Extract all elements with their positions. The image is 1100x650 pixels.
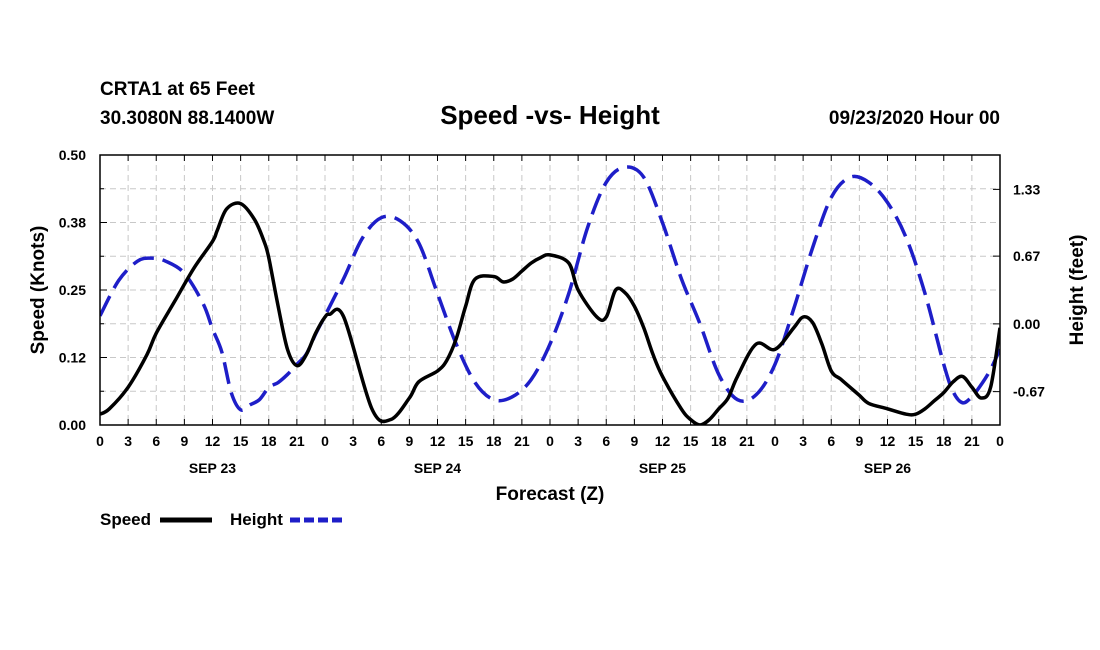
day-label: SEP 26 [864, 460, 911, 476]
x-tick-label: 21 [739, 433, 755, 449]
day-label: SEP 25 [639, 460, 686, 476]
x-tick-label: 6 [827, 433, 835, 449]
x-tick-label: 18 [711, 433, 727, 449]
x-tick-label: 3 [124, 433, 132, 449]
chart-title: Speed -vs- Height [440, 100, 660, 130]
x-tick-label: 12 [655, 433, 671, 449]
x-tick-label: 6 [152, 433, 160, 449]
y-axis-title: Speed (Knots) [28, 226, 49, 355]
station-name: CRTA1 at 65 Feet [100, 79, 256, 100]
x-tick-label: 9 [180, 433, 188, 449]
x-tick-label: 3 [574, 433, 582, 449]
x-tick-label: 15 [908, 433, 924, 449]
y-tick-label: 0.25 [59, 282, 86, 298]
y2-axis-title: Height (feet) [1067, 235, 1088, 346]
x-tick-label: 3 [349, 433, 357, 449]
y-tick-label: 0.12 [59, 350, 86, 366]
station-coordinates: 30.3080N 88.1400W [100, 108, 274, 129]
x-tick-label: 18 [261, 433, 277, 449]
x-axis-title: Forecast (Z) [496, 484, 605, 505]
x-tick-label: 21 [964, 433, 980, 449]
x-tick-label: 0 [96, 433, 104, 449]
x-tick-label: 15 [458, 433, 474, 449]
x-tick-label: 6 [377, 433, 385, 449]
x-tick-label: 6 [602, 433, 610, 449]
legend-speed-label: Speed [100, 510, 151, 529]
day-label: SEP 23 [189, 460, 236, 476]
x-tick-label: 0 [321, 433, 329, 449]
x-tick-label: 15 [683, 433, 699, 449]
y-tick-label: 0.50 [59, 147, 86, 163]
x-tick-label: 3 [799, 433, 807, 449]
x-tick-label: 21 [289, 433, 305, 449]
axis-ticks: 0 3 6 9 12 15 18 21 0 3 6 9 12 15 18 21 0 3 6 9 12 15 18 21 0 3 6 9… [59, 147, 1045, 476]
y2-tick-label: 0.67 [1013, 248, 1040, 264]
y2-tick-label: 0.00 [1013, 316, 1040, 332]
x-tick-label: 9 [405, 433, 413, 449]
forecast-datetime: 09/23/2020 Hour 00 [829, 108, 1000, 129]
grid-lines [100, 155, 1000, 425]
y-tick-label: 0.00 [59, 417, 86, 433]
x-tick-label: 9 [855, 433, 863, 449]
y2-tick-label: -0.67 [1013, 384, 1045, 400]
x-tick-label: 0 [546, 433, 554, 449]
y2-tick-label: 1.33 [1013, 181, 1040, 197]
y-tick-label: 0.38 [59, 215, 86, 231]
day-label: SEP 24 [414, 460, 461, 476]
x-tick-label: 0 [996, 433, 1004, 449]
speed-series-line [100, 201, 1000, 425]
x-tick-label: 0 [771, 433, 779, 449]
legend: Speed Height [100, 510, 342, 529]
x-tick-label: 18 [936, 433, 952, 449]
data-series [100, 165, 1000, 425]
x-tick-label: 12 [880, 433, 896, 449]
x-tick-label: 12 [205, 433, 221, 449]
x-tick-label: 15 [233, 433, 249, 449]
x-tick-label: 12 [430, 433, 446, 449]
legend-height-label: Height [230, 510, 283, 529]
height-series-line [100, 165, 1000, 413]
x-tick-label: 21 [514, 433, 530, 449]
x-tick-label: 18 [486, 433, 502, 449]
x-tick-label: 9 [630, 433, 638, 449]
